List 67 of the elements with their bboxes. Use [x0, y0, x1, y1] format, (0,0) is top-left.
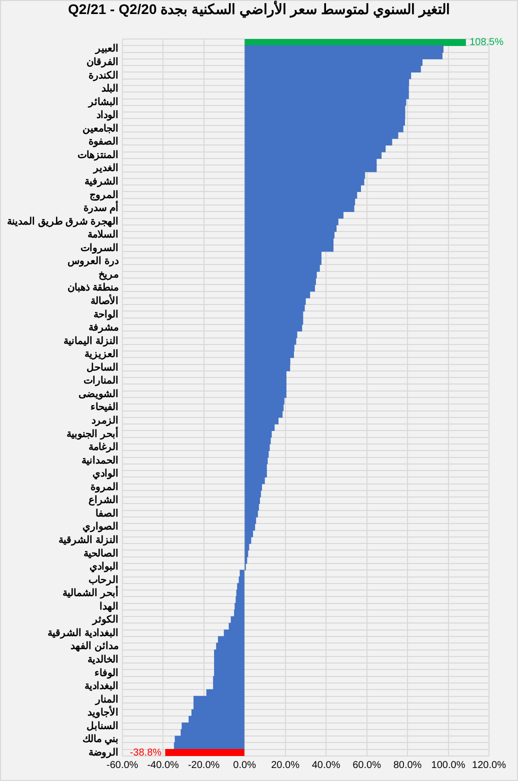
y-tick-label: البشائر — [87, 96, 118, 108]
y-tick-label: الكوثر — [91, 614, 118, 626]
y-tick-label: البلد — [101, 84, 118, 95]
y-tick-label: المنارات — [83, 376, 118, 387]
y-tick-label: الواحة — [93, 309, 118, 320]
y-tick-label: السروات — [80, 242, 118, 254]
y-tick-label: الأصالة — [90, 294, 118, 307]
y-tick-label: الخالدية — [87, 654, 118, 666]
y-tick-label: أم سدرة — [84, 201, 118, 214]
y-tick-label: السلامة — [87, 230, 118, 241]
y-tick-label: الهجرة شرق طريق المدينة — [6, 216, 118, 228]
y-tick-label: الرحاب — [88, 574, 118, 586]
y-tick-label: البغدادية الشرقية — [48, 628, 118, 639]
y-tick-label: المنتزهات — [77, 150, 118, 161]
y-tick-label: الكندرة — [88, 70, 118, 82]
y-tick-label: مشرفة — [88, 322, 118, 334]
x-tick-label: 60.0% — [352, 760, 382, 771]
data-label: -38.8% — [130, 747, 162, 758]
x-tick-label: 40.0% — [312, 760, 340, 771]
y-tick-label: الصواري — [82, 522, 118, 533]
y-tick-label: السنابل — [86, 720, 118, 732]
y-tick-label: الوداد — [96, 110, 118, 122]
y-tick-label: الشويضى — [78, 388, 118, 400]
y-tick-label: الوفاء — [94, 668, 118, 679]
y-tick-label: العزيزية — [84, 349, 118, 360]
y-tick-label: المروج — [89, 190, 118, 201]
y-tick-label: الصفا — [95, 508, 118, 520]
y-tick-label: الرغامة — [88, 442, 118, 454]
y-tick-label: الغدير — [92, 163, 118, 174]
y-tick-label: المروة — [90, 482, 118, 493]
y-tick-label: البوادي — [89, 562, 118, 573]
x-tick-label: 120.0% — [472, 760, 506, 771]
y-tick-label: الوادي — [92, 468, 118, 480]
y-tick-label: مريخ — [98, 269, 118, 280]
y-tick-label: العبير — [94, 44, 118, 55]
y-tick-label: الصفوة — [88, 136, 118, 148]
y-tick-label: النزلة الشرقية — [58, 534, 118, 546]
y-tick-label: الحمدانية — [81, 455, 118, 466]
y-tick-label: المنار — [94, 694, 118, 706]
y-tick-label: الهدا — [99, 601, 118, 612]
y-tick-label: مدائن الفهد — [70, 641, 118, 652]
y-tick-label: الصالحية — [83, 548, 118, 560]
y-tick-label: الأجاويد — [87, 706, 118, 719]
x-tick-label: 20.0% — [271, 760, 300, 771]
y-tick-label: الساحل — [86, 362, 118, 374]
x-tick-label: 100.0% — [431, 760, 466, 771]
x-tick-label: -60.0% — [106, 760, 138, 771]
y-tick-label: الشراع — [88, 495, 118, 506]
y-tick-label: النزلة اليمانية — [64, 336, 118, 347]
x-tick-label: -20.0% — [188, 760, 220, 771]
y-tick-label: منطقة ذهبان — [68, 282, 118, 294]
y-tick-label: أبحر الجنوبية — [66, 426, 118, 440]
y-tick-label: الروضة — [88, 747, 118, 758]
x-tick-label: 80.0% — [393, 760, 422, 771]
y-tick-label: البغدادية — [84, 681, 118, 692]
y-tick-label: درة العروس — [68, 256, 120, 268]
chart-title: التغير السنوي لمتوسط سعر الأراضي السكنية بجدة Q2/21 - Q2/20 — [67, 1, 451, 20]
y-tick-label: الجامعين — [82, 123, 118, 134]
y-tick-label: الفيحاء — [90, 402, 118, 414]
y-tick-label: أبحر الشمالية — [62, 586, 118, 600]
x-tick-label: 0.0% — [233, 760, 256, 771]
y-tick-label: الزمرد — [91, 415, 118, 426]
data-label: 108.5% — [470, 37, 504, 48]
y-tick-label: الفرقان — [86, 56, 118, 68]
y-tick-label: الشرفية — [84, 176, 118, 188]
y-tick-label: بني مالك — [82, 734, 118, 746]
x-tick-label: -40.0% — [147, 760, 180, 771]
